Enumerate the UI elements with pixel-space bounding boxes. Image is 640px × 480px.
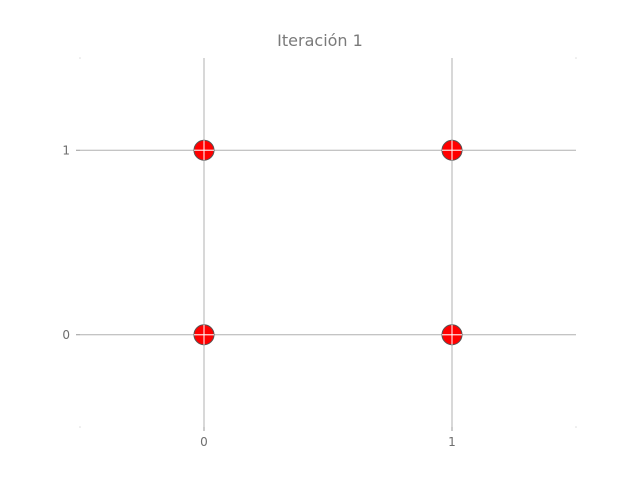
tick-label-y-0: 0 (62, 328, 70, 342)
frame-corner-3 (575, 426, 577, 428)
data-point-1-0 (441, 324, 463, 346)
frame-corner-1 (575, 57, 577, 59)
chart-title: Iteración 1 (277, 31, 363, 50)
tick-label-y-1: 1 (62, 143, 70, 157)
grid-lines (76, 57, 577, 431)
data-points (193, 139, 463, 346)
frame-corner-2 (79, 426, 81, 428)
data-point-0-0 (193, 324, 215, 346)
data-point-1-1 (441, 139, 463, 161)
frame-corner-0 (79, 57, 81, 59)
tick-label-x-0: 0 (200, 435, 208, 449)
data-point-0-1 (193, 139, 215, 161)
tick-label-x-1: 1 (448, 435, 456, 449)
tick-labels: 0 1 0 1 (62, 143, 455, 449)
